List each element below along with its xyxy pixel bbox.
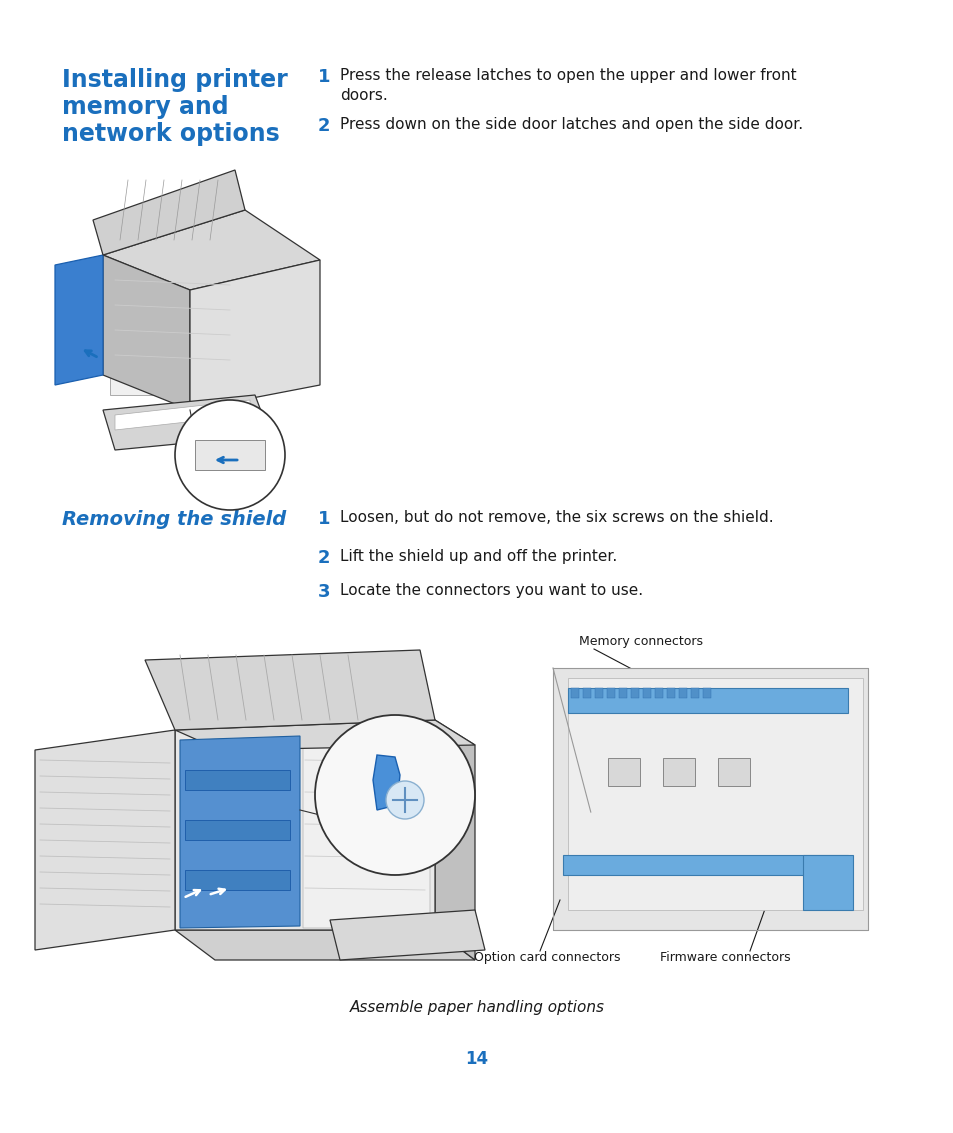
Polygon shape bbox=[606, 688, 615, 698]
Polygon shape bbox=[571, 688, 578, 698]
Text: Assemble paper handling options: Assemble paper handling options bbox=[349, 1000, 604, 1015]
Polygon shape bbox=[103, 210, 319, 290]
Text: network options: network options bbox=[62, 122, 279, 146]
Polygon shape bbox=[702, 688, 710, 698]
Polygon shape bbox=[35, 730, 174, 949]
Text: Installing printer: Installing printer bbox=[62, 68, 288, 92]
Polygon shape bbox=[630, 688, 639, 698]
Polygon shape bbox=[690, 688, 699, 698]
Text: Loosen, but do not remove, the six screws on the shield.: Loosen, but do not remove, the six screw… bbox=[339, 510, 773, 525]
Text: memory and: memory and bbox=[62, 95, 229, 119]
Text: Lift the shield up and off the printer.: Lift the shield up and off the printer. bbox=[339, 550, 617, 564]
Polygon shape bbox=[435, 719, 475, 960]
Polygon shape bbox=[110, 259, 234, 395]
Polygon shape bbox=[582, 688, 590, 698]
Polygon shape bbox=[330, 910, 484, 960]
Polygon shape bbox=[55, 255, 103, 385]
Circle shape bbox=[174, 400, 285, 510]
Polygon shape bbox=[185, 870, 290, 891]
Polygon shape bbox=[595, 688, 602, 698]
Polygon shape bbox=[553, 668, 867, 930]
Polygon shape bbox=[145, 650, 435, 730]
Text: 3: 3 bbox=[317, 583, 330, 600]
Polygon shape bbox=[642, 688, 650, 698]
Polygon shape bbox=[174, 930, 475, 960]
Polygon shape bbox=[303, 729, 430, 928]
Polygon shape bbox=[567, 688, 847, 713]
Polygon shape bbox=[103, 255, 190, 410]
Text: Firmware connectors: Firmware connectors bbox=[659, 951, 790, 964]
Polygon shape bbox=[185, 820, 290, 840]
Polygon shape bbox=[567, 678, 862, 910]
Polygon shape bbox=[180, 736, 299, 928]
Polygon shape bbox=[185, 770, 290, 790]
Text: Memory connectors: Memory connectors bbox=[578, 634, 702, 648]
Text: 2: 2 bbox=[317, 550, 330, 566]
Polygon shape bbox=[618, 688, 626, 698]
Text: Option card connectors: Option card connectors bbox=[474, 951, 619, 964]
Text: Press down on the side door latches and open the side door.: Press down on the side door latches and … bbox=[339, 117, 802, 133]
Text: Removing the shield: Removing the shield bbox=[62, 510, 286, 529]
Text: 1: 1 bbox=[317, 68, 330, 86]
Polygon shape bbox=[103, 395, 270, 450]
Ellipse shape bbox=[386, 781, 423, 819]
Text: Locate the connectors you want to use.: Locate the connectors you want to use. bbox=[339, 583, 642, 598]
Polygon shape bbox=[115, 400, 250, 431]
Text: 1: 1 bbox=[317, 510, 330, 528]
Text: Press the release latches to open the upper and lower front
doors.: Press the release latches to open the up… bbox=[339, 68, 796, 103]
Polygon shape bbox=[718, 758, 749, 786]
Polygon shape bbox=[92, 170, 245, 255]
Polygon shape bbox=[662, 758, 695, 786]
Circle shape bbox=[314, 715, 475, 875]
Polygon shape bbox=[802, 855, 852, 910]
Polygon shape bbox=[174, 719, 475, 750]
Polygon shape bbox=[655, 688, 662, 698]
Polygon shape bbox=[562, 855, 847, 875]
Polygon shape bbox=[190, 259, 319, 410]
Polygon shape bbox=[607, 758, 639, 786]
Polygon shape bbox=[194, 440, 265, 470]
Text: 14: 14 bbox=[465, 1050, 488, 1068]
Text: 2: 2 bbox=[317, 117, 330, 135]
Polygon shape bbox=[679, 688, 686, 698]
Polygon shape bbox=[174, 719, 435, 930]
Polygon shape bbox=[666, 688, 675, 698]
Polygon shape bbox=[373, 755, 399, 810]
